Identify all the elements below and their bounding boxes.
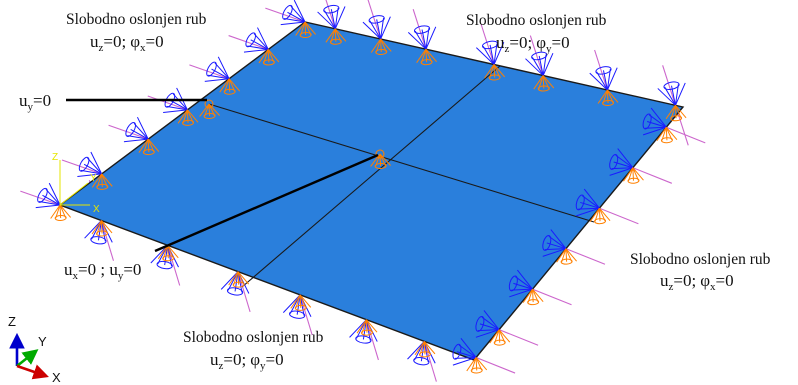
bc-cone-orange-right-3 <box>556 248 577 265</box>
bc-cone-blue-top-left-5 <box>243 27 269 53</box>
bc-cone-orange-bottom-5 <box>414 341 436 358</box>
edge-label-right-title: Slobodno oslonjen rub <box>630 251 771 268</box>
bc-cone-orange-top-left-6 <box>295 21 317 38</box>
callout-ux-uy: ux=0 ; uy=0 <box>64 260 141 282</box>
triad-x-axis <box>16 364 49 380</box>
bc-cone-blue-top-right-3 <box>476 40 505 65</box>
bc-cone-blue-right-4 <box>508 269 533 298</box>
bc-cone-orange-top-left-0 <box>50 204 72 221</box>
bc-cone-orange-top-right-2 <box>416 48 437 66</box>
bc-cone-blue-top-left-2 <box>123 116 149 143</box>
partition-lines <box>208 65 595 288</box>
bc-cone-orange-right-4 <box>522 288 544 306</box>
bc-cone-blue-top-right-0 <box>317 4 346 30</box>
local-triad: Z Y X <box>52 152 100 215</box>
bc-cone-orange-right-2 <box>589 207 611 225</box>
bc-cone-blue-top-left-1 <box>77 151 103 178</box>
callout-leaders <box>66 98 379 253</box>
bc-cone-blue-top-right-5 <box>589 66 618 91</box>
bc-cone-internal-uy <box>199 103 220 119</box>
edge-label-bottom-condition: uz=0; φy=0 <box>210 350 284 372</box>
bc-cone-orange-top-left-4 <box>219 78 241 95</box>
edge-label-right-condition: uz=0; φx=0 <box>660 271 734 293</box>
triad-x-label: X <box>52 370 61 385</box>
bc-point-ux-uy <box>375 149 385 159</box>
plate <box>58 21 685 361</box>
edge-label-top-right: Slobodno oslonjen rub uz=0; φy=0 <box>466 12 607 55</box>
edge-label-top-right-condition: uz=0; φy=0 <box>496 33 570 55</box>
bc-cone-blue-top-left-6 <box>280 0 306 26</box>
triad-y-axis <box>16 349 39 368</box>
bc-cone-blue-right-1 <box>609 148 634 176</box>
bc-cone-orange-top-left-5 <box>258 49 280 66</box>
bc-cone-blue-top-left-4 <box>204 56 230 82</box>
callout-uy: uy=0 <box>19 91 51 113</box>
bc-cone-orange-bottom-1 <box>157 244 179 262</box>
bc-cone-orange-top-right-0 <box>325 28 347 45</box>
partition-line-short <box>241 65 501 288</box>
triad-y-label: Y <box>38 334 47 349</box>
bc-cone-orange-bottom-4 <box>356 319 378 336</box>
triad-z-label: Z <box>8 314 16 329</box>
bc-cone-orange-top-right-1 <box>370 38 392 55</box>
bc-cone-blue-top-right-1 <box>362 15 391 40</box>
bc-cone-orange-top-right-6 <box>665 104 687 122</box>
edge-label-top-left: Slobodno oslonjen rub uz=0; φx=0 <box>66 11 207 54</box>
partition-line-long <box>208 103 595 223</box>
bc-cone-orange-top-right-4 <box>533 75 555 92</box>
bc-cone-blue-right-3 <box>542 229 567 257</box>
bc-cone-orange-top-right-3 <box>484 64 506 81</box>
edge-label-right: Slobodno oslonjen rub uz=0; φx=0 <box>630 251 771 293</box>
bc-cone-orange-bottom-0 <box>91 220 113 237</box>
edge-label-top-left-title: Slobodno oslonjen rub <box>66 11 207 28</box>
bc-cone-blue-top-right-2 <box>407 25 437 50</box>
bc-cone-orange-bottom-3 <box>290 294 312 311</box>
edge-label-top-left-condition: uz=0; φx=0 <box>90 32 164 54</box>
bc-cone-orange-bottom-2 <box>228 271 250 288</box>
leader-ux-uy <box>154 153 379 253</box>
bc-cone-blue-right-2 <box>575 188 600 217</box>
bc-point-uy <box>204 99 214 109</box>
edge-label-top-right-title: Slobodno oslonjen rub <box>466 12 607 29</box>
edge-label-bottom: Slobodno oslonjen rub uz=0; φy=0 <box>183 329 324 372</box>
bc-cone-orange-right-1 <box>623 167 644 184</box>
bc-cone-blue-right-0 <box>642 107 667 136</box>
bc-cone-blue-right-5 <box>475 310 500 338</box>
bc-cone-orange-right-0 <box>656 126 678 144</box>
boundary-condition-glyphs <box>35 0 687 374</box>
bc-cone-orange-right-5 <box>489 329 511 346</box>
bc-cone-orange-top-left-1 <box>91 173 113 190</box>
bc-cone-blue-top-right-4 <box>525 51 554 76</box>
local-triad-x-label: X <box>93 204 100 215</box>
local-triad-y-label: Y <box>90 173 97 184</box>
global-triad: Z Y X <box>8 314 61 385</box>
bc-cone-blue-right-6 <box>452 338 477 366</box>
local-triad-z-label: Z <box>52 152 58 163</box>
bc-cone-orange-top-right-5 <box>597 89 619 106</box>
bc-cone-orange-right-6 <box>466 357 488 374</box>
bc-cone-orange-top-left-2 <box>138 138 160 156</box>
bc-cone-internal-ux-uy <box>370 153 391 169</box>
bc-cone-orange-top-left-3 <box>177 109 199 126</box>
bc-cone-blue-top-right-6 <box>657 81 686 106</box>
bc-cone-blue-top-left-0 <box>35 182 61 209</box>
edge-label-bottom-title: Slobodno oslonjen rub <box>183 329 324 346</box>
